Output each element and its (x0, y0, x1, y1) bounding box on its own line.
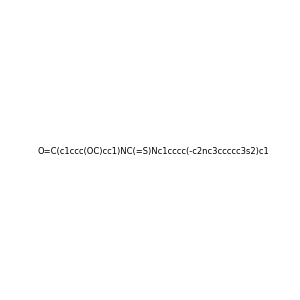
Text: O=C(c1ccc(OC)cc1)NC(=S)Nc1cccc(-c2nc3ccccc3s2)c1: O=C(c1ccc(OC)cc1)NC(=S)Nc1cccc(-c2nc3ccc… (38, 147, 270, 156)
